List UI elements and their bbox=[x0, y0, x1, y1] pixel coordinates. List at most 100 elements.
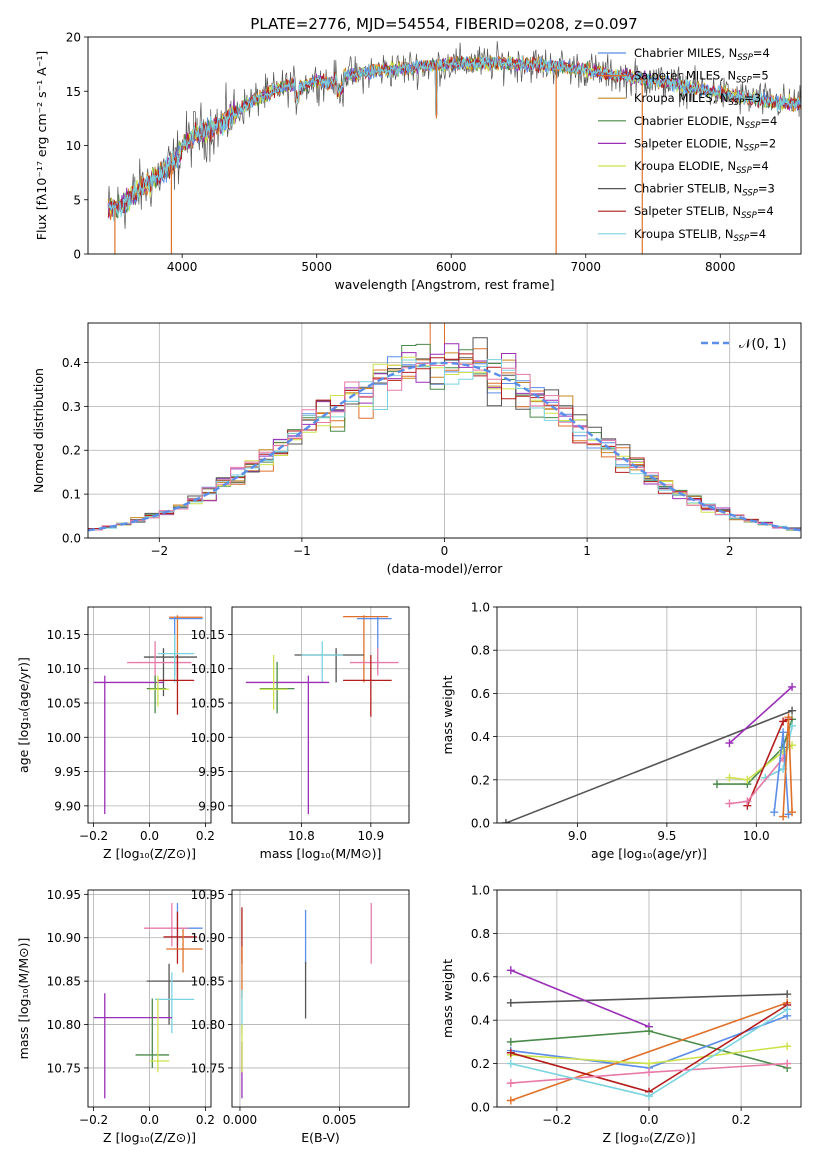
weight_vs_Z-marker bbox=[506, 1037, 515, 1046]
spectrum-legend-label: Chabrier STELIB, NSSP=3 bbox=[634, 182, 775, 199]
spectrum-ytick-label: 5 bbox=[73, 193, 81, 207]
normal-legend-label: 𝒩(0, 1) bbox=[739, 337, 786, 352]
age_vs_Z-ylabel: age [log₁₀(age/yr)] bbox=[16, 657, 31, 773]
mass_vs_ebv-plot bbox=[241, 903, 372, 1099]
weight_vs_age-frame bbox=[496, 606, 802, 824]
residuals-ytick-label: 0.2 bbox=[62, 444, 81, 458]
mass_vs_Z-xtick-label: 0.0 bbox=[140, 1113, 159, 1127]
age_vs_mass-axes: 10.8 10.9 9.90 9.95 10.00 10.05 10.10 10.15 mass… bbox=[191, 606, 410, 861]
age_vs_Z-ytick-label: 10.15 bbox=[47, 628, 81, 642]
age_vs_mass-ytick-label: 10.00 bbox=[191, 731, 225, 745]
weight_vs_Z-marker bbox=[783, 1042, 792, 1051]
weight_vs_Z-marker bbox=[506, 1096, 515, 1105]
mass_vs_Z-xtick-label: −0.2 bbox=[79, 1113, 108, 1127]
weight_vs_age-marker bbox=[779, 717, 788, 726]
age_vs_Z-ytick-label: 9.90 bbox=[54, 799, 81, 813]
residuals-xtick-label: −1 bbox=[293, 544, 311, 558]
age_vs_Z-xtick-label: 0.2 bbox=[196, 829, 215, 843]
weight_vs_age-series-salpeter_elodie bbox=[728, 686, 793, 744]
weight_vs_Z-marker bbox=[506, 998, 515, 1007]
mass_vs_Z-ytick-label: 10.85 bbox=[47, 975, 81, 989]
mass_vs_ebv-xtick-label: 0.000 bbox=[223, 1113, 257, 1127]
spectrum-legend-suffix: =3 bbox=[744, 91, 761, 105]
age_vs_Z-xtick-label: −0.2 bbox=[79, 829, 108, 843]
residuals-ytick-label: 0.1 bbox=[62, 488, 81, 502]
age_vs_mass-ytick-label: 10.05 bbox=[191, 697, 225, 711]
spectrum-legend-sub: SSP bbox=[741, 211, 757, 221]
weight_vs_Z-ytick-label: 0.8 bbox=[471, 927, 490, 941]
weight_vs_age-marker bbox=[725, 773, 734, 782]
spectrum-legend-sub: SSP bbox=[742, 189, 758, 199]
mass_vs_Z-ytick-label: 10.95 bbox=[47, 888, 81, 902]
mass_vs_Z-panel: −0.2 0.0 0.2 10.75 10.80 10.85 10.90 10.95 Z [lo… bbox=[16, 888, 215, 1145]
weight_vs_age-marker bbox=[501, 819, 510, 823]
spectrum-legend-label: Chabrier ELODIE, NSSP=4 bbox=[634, 114, 777, 131]
weight_vs_Z-ytick-label: 0.6 bbox=[471, 970, 490, 984]
mass_vs_Z-axes: −0.2 0.0 0.2 10.75 10.80 10.85 10.90 10.95 Z [lo… bbox=[16, 888, 215, 1145]
weight_vs_age-marker bbox=[712, 780, 721, 789]
mass_vs_ebv-grid bbox=[232, 890, 409, 1107]
age_vs_mass-ytick-label: 9.95 bbox=[198, 765, 225, 779]
age_vs_Z-ytick-label: 10.10 bbox=[47, 662, 81, 676]
age_vs_Z-ytick-label: 9.95 bbox=[54, 765, 81, 779]
residuals-ytick-label: 0.3 bbox=[62, 400, 81, 414]
spectrum-xtick-label: 6000 bbox=[436, 260, 467, 274]
weight_vs_age-marker bbox=[743, 775, 752, 784]
weight_vs_age-xlabel: age [log₁₀(age/yr)] bbox=[591, 846, 707, 861]
weight_vs_age-marker bbox=[788, 706, 797, 715]
weight_vs_age-axes: 9.0 9.5 10.0 0.0 0.2 0.4 0.6 0.8 1.0 age [log₁₀(a… bbox=[440, 601, 802, 861]
residuals-xlabel: (data-model)/error bbox=[387, 561, 504, 576]
spectrum-legend-sub: SSP bbox=[737, 53, 753, 63]
spectrum-axes: 4000 5000 6000 7000 8000 0 5 10 15 20 wavelength [… bbox=[34, 31, 802, 292]
residuals-xtick-label: 1 bbox=[583, 544, 591, 558]
spectrum-panel: 4000 5000 6000 7000 8000 0 5 10 15 20 wavelength [… bbox=[34, 31, 802, 292]
normal-curve bbox=[88, 361, 801, 532]
weight_vs_Z-ytick-label: 1.0 bbox=[471, 884, 490, 898]
spectrum-legend-sub: SSP bbox=[736, 166, 752, 176]
residuals-plot bbox=[88, 323, 801, 532]
weight_vs_Z-marker bbox=[783, 990, 792, 999]
weight_vs_Z-xtick-label: 0.2 bbox=[732, 1113, 751, 1127]
spectrum-legend-sub: SSP bbox=[745, 121, 761, 131]
weight_vs_Z-marker bbox=[783, 1005, 792, 1014]
weight_vs_age-marker bbox=[784, 713, 793, 722]
spectrum-legend-sub: SSP bbox=[736, 76, 752, 86]
spectrum-legend-suffix: =2 bbox=[759, 136, 776, 150]
weight_vs_age-ytick-label: 0.0 bbox=[471, 817, 490, 831]
weight_vs_age-marker bbox=[779, 812, 788, 821]
age_vs_Z-ytick-label: 10.05 bbox=[47, 697, 81, 711]
weight_vs_Z-marker bbox=[645, 1092, 653, 1101]
weight_vs_age-marker bbox=[725, 799, 734, 808]
weight_vs_Z-series-salpeter_miles bbox=[510, 1002, 788, 1102]
age_vs_Z-panel: −0.2 0.0 0.2 9.90 9.95 10.00 10.05 10.10 10.15 Z … bbox=[16, 606, 215, 861]
spectrum-legend-label: Kroupa STELIB, NSSP=4 bbox=[634, 227, 766, 244]
weight_vs_Z-panel: −0.2 0.0 0.2 0.0 0.2 0.4 0.6 0.8 1.0 Z [log₁₀(Z/Z… bbox=[440, 884, 802, 1145]
weight_vs_age-xtick-label: 9.5 bbox=[657, 829, 676, 843]
spectrum-legend-label: Salpeter STELIB, NSSP=4 bbox=[634, 204, 774, 221]
spectrum-legend-sub: SSP bbox=[744, 143, 760, 153]
mass_vs_Z-ytick-label: 10.90 bbox=[47, 931, 81, 945]
mass_vs_Z-ytick-label: 10.80 bbox=[47, 1018, 81, 1032]
weight_vs_Z-xtick-label: 0.0 bbox=[639, 1113, 658, 1127]
weight_vs_age-marker bbox=[788, 808, 797, 817]
weight_vs_age-marker bbox=[779, 728, 788, 737]
spectrum-legend-label: Kroupa ELODIE, NSSP=4 bbox=[634, 159, 769, 176]
age_vs_mass-frame bbox=[231, 606, 410, 824]
spectrum-plot bbox=[107, 41, 801, 254]
residuals-xtick-label: −2 bbox=[150, 544, 168, 558]
age_vs_Z-grid bbox=[88, 607, 211, 823]
weight_vs_age-ylabel: mass weight bbox=[440, 675, 455, 754]
weight_vs_Z-marker bbox=[645, 1027, 653, 1036]
weight_vs_Z-marker bbox=[783, 1059, 792, 1068]
spectrum-legend-suffix: =3 bbox=[758, 182, 775, 196]
weight_vs_Z-ylabel: mass weight bbox=[440, 959, 455, 1038]
mass_vs_ebv-ytick-label: 10.90 bbox=[191, 931, 225, 945]
age_vs_mass-ytick-label: 9.90 bbox=[198, 799, 225, 813]
mass_vs_ebv-xtick-label: 0.005 bbox=[322, 1113, 356, 1127]
weight_vs_age-xtick-label: 9.0 bbox=[568, 829, 587, 843]
weight_vs_Z-plot bbox=[506, 966, 792, 1105]
mass_vs_Z-ytick-label: 10.75 bbox=[47, 1061, 81, 1075]
spectrum-legend-suffix: =4 bbox=[753, 46, 770, 60]
